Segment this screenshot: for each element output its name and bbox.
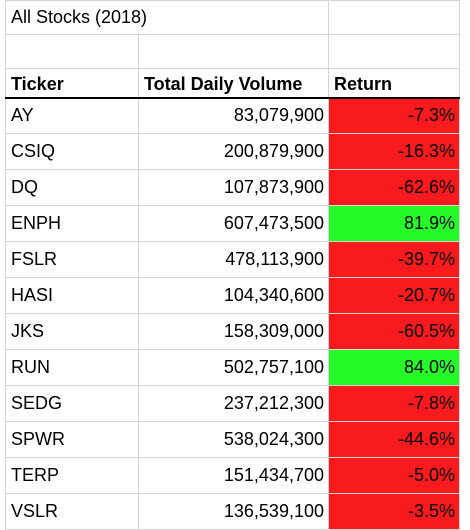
sheet-title-cell[interactable]: All Stocks (2018)	[5, 0, 329, 35]
header-row: Ticker Total Daily Volume Return	[5, 68, 460, 99]
volume-cell[interactable]: 237,212,300	[138, 385, 329, 422]
ticker-cell[interactable]: VSLR	[5, 493, 139, 530]
table-row: FSLR 478,113,900 -39.7%	[5, 241, 460, 278]
ticker-cell[interactable]: DQ	[5, 169, 139, 206]
volume-cell[interactable]: 151,434,700	[138, 457, 329, 494]
empty-cell[interactable]	[138, 34, 329, 69]
return-cell[interactable]: -16.3%	[328, 133, 460, 170]
header-volume-cell[interactable]: Total Daily Volume	[138, 68, 329, 99]
empty-cell[interactable]	[328, 34, 460, 69]
volume-cell[interactable]: 136,539,100	[138, 493, 329, 530]
ticker-cell[interactable]: FSLR	[5, 241, 139, 278]
ticker-cell[interactable]: CSIQ	[5, 133, 139, 170]
ticker-cell[interactable]: JKS	[5, 313, 139, 350]
table-row: CSIQ 200,879,900 -16.3%	[5, 133, 460, 170]
table-row: SPWR 538,024,300 -44.6%	[5, 421, 460, 458]
header-return-cell[interactable]: Return	[328, 68, 460, 99]
ticker-cell[interactable]: ENPH	[5, 205, 139, 242]
return-cell[interactable]: 81.9%	[328, 205, 460, 242]
empty-cell[interactable]	[5, 34, 139, 69]
volume-cell[interactable]: 538,024,300	[138, 421, 329, 458]
table-row: HASI 104,340,600 -20.7%	[5, 277, 460, 314]
table-row: AY 83,079,900 -7.3%	[5, 97, 460, 134]
return-cell[interactable]: -3.5%	[328, 493, 460, 530]
table-row: TERP 151,434,700 -5.0%	[5, 457, 460, 494]
ticker-cell[interactable]: RUN	[5, 349, 139, 386]
spreadsheet: All Stocks (2018) Ticker Total Daily Vol…	[5, 0, 460, 530]
ticker-cell[interactable]: AY	[5, 97, 139, 134]
table-row: ENPH 607,473,500 81.9%	[5, 205, 460, 242]
header-ticker-cell[interactable]: Ticker	[5, 68, 139, 99]
volume-cell[interactable]: 104,340,600	[138, 277, 329, 314]
volume-cell[interactable]: 158,309,000	[138, 313, 329, 350]
table-row: SEDG 237,212,300 -7.8%	[5, 385, 460, 422]
table-row: RUN 502,757,100 84.0%	[5, 349, 460, 386]
volume-cell[interactable]: 200,879,900	[138, 133, 329, 170]
ticker-cell[interactable]: SEDG	[5, 385, 139, 422]
return-cell[interactable]: -62.6%	[328, 169, 460, 206]
table-row: JKS 158,309,000 -60.5%	[5, 313, 460, 350]
volume-cell[interactable]: 502,757,100	[138, 349, 329, 386]
data-rows: AY 83,079,900 -7.3% CSIQ 200,879,900 -16.3% DQ…	[5, 97, 460, 530]
empty-cell[interactable]	[328, 0, 460, 35]
volume-cell[interactable]: 107,873,900	[138, 169, 329, 206]
return-cell[interactable]: 84.0%	[328, 349, 460, 386]
table-row: DQ 107,873,900 -62.6%	[5, 169, 460, 206]
ticker-cell[interactable]: TERP	[5, 457, 139, 494]
return-cell[interactable]: -7.8%	[328, 385, 460, 422]
return-cell[interactable]: -7.3%	[328, 97, 460, 134]
ticker-cell[interactable]: HASI	[5, 277, 139, 314]
return-cell[interactable]: -60.5%	[328, 313, 460, 350]
volume-cell[interactable]: 83,079,900	[138, 97, 329, 134]
title-row: All Stocks (2018)	[5, 0, 460, 35]
volume-cell[interactable]: 478,113,900	[138, 241, 329, 278]
ticker-cell[interactable]: SPWR	[5, 421, 139, 458]
blank-row	[5, 34, 460, 69]
return-cell[interactable]: -5.0%	[328, 457, 460, 494]
return-cell[interactable]: -44.6%	[328, 421, 460, 458]
volume-cell[interactable]: 607,473,500	[138, 205, 329, 242]
return-cell[interactable]: -39.7%	[328, 241, 460, 278]
stocks-table: All Stocks (2018) Ticker Total Daily Vol…	[5, 0, 460, 530]
return-cell[interactable]: -20.7%	[328, 277, 460, 314]
table-row: VSLR 136,539,100 -3.5%	[5, 493, 460, 530]
